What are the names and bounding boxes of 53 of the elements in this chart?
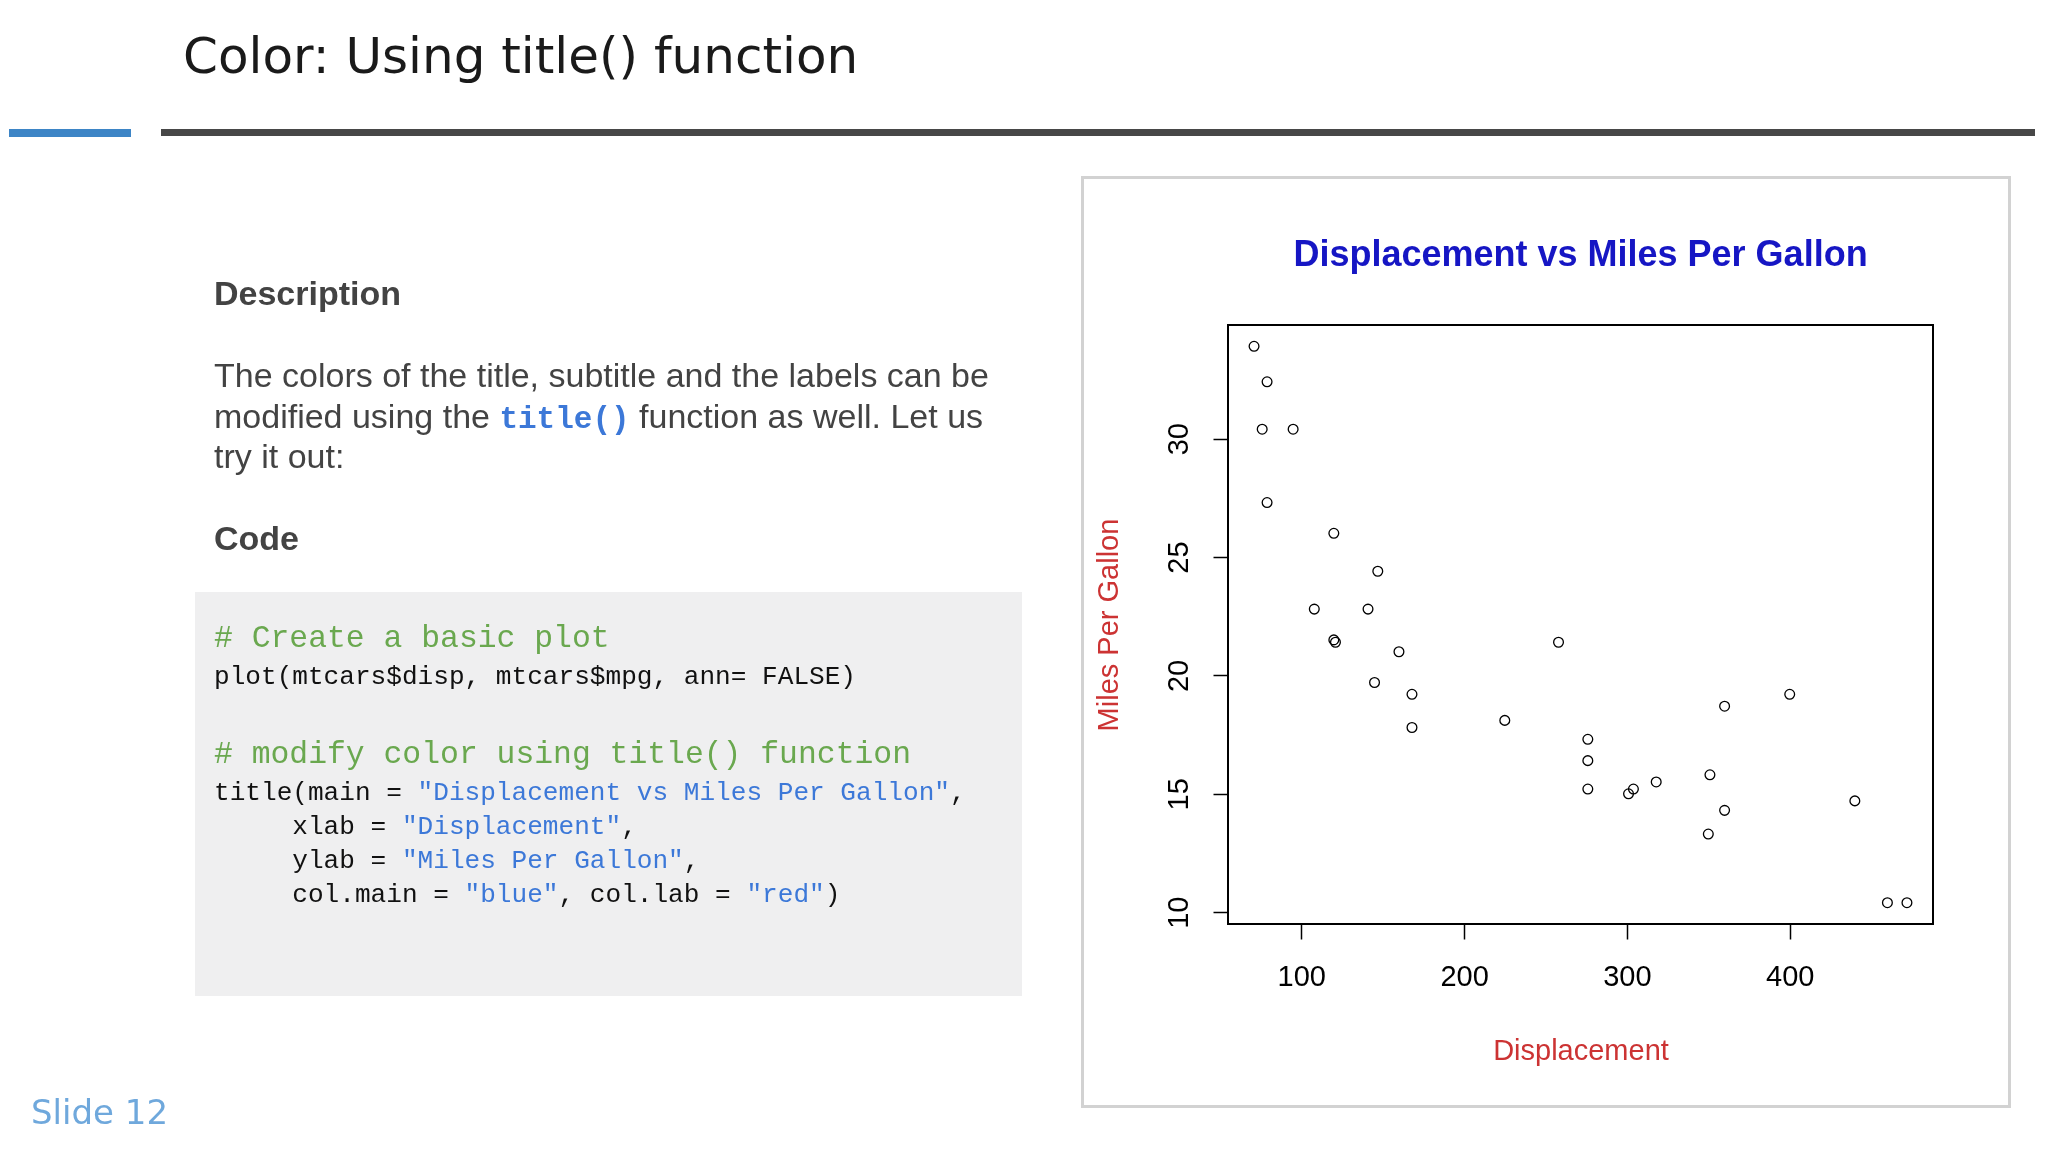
point bbox=[1328, 527, 1340, 539]
point bbox=[1308, 603, 1320, 615]
point bbox=[1406, 721, 1418, 733]
text: Code bbox=[214, 519, 299, 559]
text: The colors of the title, subtitle and the labels can be modified using the title() function as well. Let us try it out: bbox=[214, 356, 989, 476]
point bbox=[1784, 688, 1796, 700]
y-tick-label: 25 bbox=[1161, 541, 1194, 574]
point bbox=[1369, 676, 1381, 689]
x-tick-label: 300 bbox=[1603, 959, 1652, 992]
point bbox=[1650, 776, 1662, 788]
text: # modify color using title() function bbox=[214, 736, 911, 772]
point bbox=[1261, 376, 1273, 388]
point bbox=[1623, 788, 1635, 800]
point bbox=[1582, 783, 1594, 795]
text: plot(mtcars$disp, mtcars$mpg, ann= FALSE) bbox=[214, 661, 857, 692]
x-axis-title: Displacement bbox=[1493, 1033, 1669, 1066]
text: Description bbox=[214, 274, 402, 314]
point bbox=[1256, 423, 1268, 435]
point bbox=[1849, 795, 1861, 807]
point bbox=[1248, 340, 1260, 352]
y-tick-label: 30 bbox=[1161, 423, 1194, 456]
point bbox=[1582, 755, 1594, 767]
point bbox=[1372, 565, 1384, 577]
text: col.main = "blue", col.lab = "red") bbox=[291, 880, 841, 911]
y-tick-label: 20 bbox=[1161, 659, 1194, 693]
y-axis-title: Miles Per Gallon bbox=[1091, 518, 1124, 732]
point bbox=[1702, 828, 1714, 840]
point bbox=[1553, 636, 1565, 648]
text: title(main = "Displacement vs Miles Per Gallon", bbox=[214, 777, 966, 808]
point bbox=[1901, 897, 1913, 909]
y-tick-label: 15 bbox=[1161, 778, 1194, 811]
point bbox=[1704, 769, 1716, 781]
point bbox=[1261, 497, 1273, 509]
y-tick-label: 10 bbox=[1161, 896, 1194, 929]
point bbox=[1719, 804, 1731, 816]
text: Color: Using title() function bbox=[183, 26, 859, 85]
x-tick-label: 100 bbox=[1277, 959, 1326, 992]
point bbox=[1719, 700, 1731, 712]
point bbox=[1287, 423, 1299, 435]
point bbox=[1582, 733, 1594, 745]
x-tick-label: 400 bbox=[1766, 959, 1815, 992]
point bbox=[1362, 603, 1374, 615]
point bbox=[1499, 714, 1511, 726]
point bbox=[1881, 897, 1893, 909]
text: xlab = "Displacement", bbox=[291, 812, 637, 843]
x-tick-label: 200 bbox=[1440, 959, 1489, 992]
point bbox=[1406, 688, 1418, 700]
text: # Create a basic plot bbox=[214, 620, 610, 656]
chart-title: Displacement vs Miles Per Gallon bbox=[1293, 233, 1868, 274]
text: Slide 12 bbox=[31, 1092, 169, 1133]
point bbox=[1627, 783, 1639, 795]
point bbox=[1393, 646, 1405, 658]
text: ylab = "Miles Per Gallon", bbox=[291, 845, 700, 876]
